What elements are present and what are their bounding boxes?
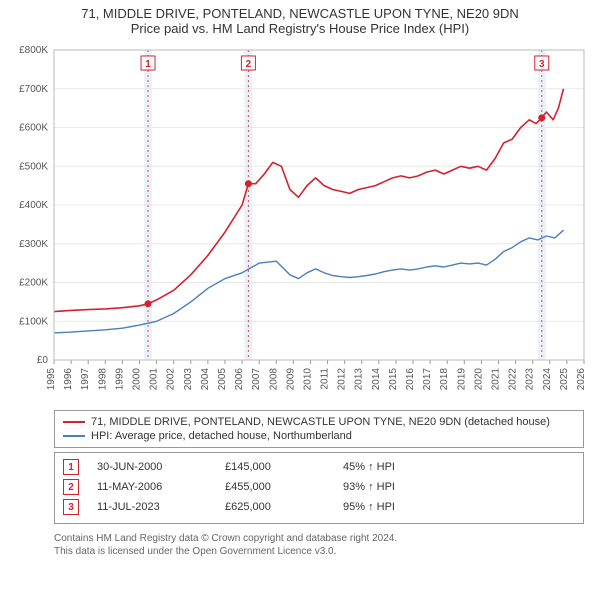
svg-text:1998: 1998 xyxy=(97,368,108,391)
chart-titles: 71, MIDDLE DRIVE, PONTELAND, NEWCASTLE U… xyxy=(0,0,600,38)
svg-text:1999: 1999 xyxy=(114,368,125,391)
svg-text:2005: 2005 xyxy=(217,368,228,391)
svg-text:£500K: £500K xyxy=(19,161,48,172)
svg-text:2022: 2022 xyxy=(508,368,519,391)
svg-text:2016: 2016 xyxy=(405,368,416,391)
svg-text:2006: 2006 xyxy=(234,368,245,391)
chart-plot: £0 £100K £200K £300K £400K £500K £600K £700K £80… xyxy=(0,42,600,404)
svg-text:1: 1 xyxy=(145,59,151,70)
svg-text:2003: 2003 xyxy=(183,368,194,391)
svg-text:2013: 2013 xyxy=(354,368,365,391)
footer-line-1: Contains HM Land Registry data © Crown c… xyxy=(54,532,584,545)
svg-text:1995: 1995 xyxy=(46,368,57,391)
svg-text:£0: £0 xyxy=(37,355,49,366)
svg-text:2002: 2002 xyxy=(166,368,177,391)
svg-text:2021: 2021 xyxy=(491,368,502,391)
svg-text:2000: 2000 xyxy=(131,368,142,391)
svg-text:£200K: £200K xyxy=(19,278,48,289)
svg-text:2018: 2018 xyxy=(439,368,450,391)
chart-title-main: 71, MIDDLE DRIVE, PONTELAND, NEWCASTLE U… xyxy=(10,6,590,21)
legend-swatch-property xyxy=(63,421,85,423)
svg-text:£600K: £600K xyxy=(19,123,48,134)
svg-text:2020: 2020 xyxy=(473,368,484,391)
sale-event-pct: 95% ↑ HPI xyxy=(343,501,575,513)
svg-text:£800K: £800K xyxy=(19,45,48,56)
svg-text:£400K: £400K xyxy=(19,200,48,211)
svg-text:2004: 2004 xyxy=(200,368,211,391)
sale-event-marker: 2 xyxy=(63,479,79,495)
svg-text:2024: 2024 xyxy=(542,368,553,391)
legend-row-property: 71, MIDDLE DRIVE, PONTELAND, NEWCASTLE U… xyxy=(63,415,575,429)
legend-row-hpi: HPI: Average price, detached house, Nort… xyxy=(63,429,575,443)
legend-label-property: 71, MIDDLE DRIVE, PONTELAND, NEWCASTLE U… xyxy=(91,416,550,428)
chart-legend: 71, MIDDLE DRIVE, PONTELAND, NEWCASTLE U… xyxy=(54,410,584,448)
chart-svg: £0 £100K £200K £300K £400K £500K £600K £700K £80… xyxy=(0,42,600,404)
sale-event-pct: 45% ↑ HPI xyxy=(343,461,575,473)
sale-event-row: 3 11-JUL-2023 £625,000 95% ↑ HPI xyxy=(63,497,575,517)
svg-text:2014: 2014 xyxy=(371,368,382,391)
footer-line-2: This data is licensed under the Open Gov… xyxy=(54,545,584,558)
sale-event-price: £625,000 xyxy=(225,501,325,513)
price-chart-container: 71, MIDDLE DRIVE, PONTELAND, NEWCASTLE U… xyxy=(0,0,600,566)
svg-text:1996: 1996 xyxy=(63,368,74,391)
svg-text:2023: 2023 xyxy=(525,368,536,391)
svg-text:2012: 2012 xyxy=(337,368,348,391)
sale-event-marker: 1 xyxy=(63,459,79,475)
sale-event-price: £145,000 xyxy=(225,461,325,473)
svg-text:2011: 2011 xyxy=(320,368,331,390)
svg-text:2001: 2001 xyxy=(149,368,160,391)
svg-text:2007: 2007 xyxy=(251,368,262,391)
sale-event-marker: 3 xyxy=(63,499,79,515)
svg-text:2: 2 xyxy=(246,59,252,70)
svg-text:2019: 2019 xyxy=(456,368,467,391)
chart-footer: Contains HM Land Registry data © Crown c… xyxy=(0,528,600,566)
svg-text:£700K: £700K xyxy=(19,84,48,95)
sale-event-date: 30-JUN-2000 xyxy=(97,461,207,473)
svg-text:£300K: £300K xyxy=(19,239,48,250)
svg-text:1997: 1997 xyxy=(80,368,91,391)
legend-label-hpi: HPI: Average price, detached house, Nort… xyxy=(91,430,352,442)
sale-event-row: 1 30-JUN-2000 £145,000 45% ↑ HPI xyxy=(63,457,575,477)
svg-text:£100K: £100K xyxy=(19,316,48,327)
sale-event-price: £455,000 xyxy=(225,481,325,493)
sale-event-date: 11-MAY-2006 xyxy=(97,481,207,493)
legend-swatch-hpi xyxy=(63,435,85,437)
svg-text:2009: 2009 xyxy=(285,368,296,391)
svg-text:2025: 2025 xyxy=(559,368,570,391)
svg-text:2008: 2008 xyxy=(268,368,279,391)
svg-text:2026: 2026 xyxy=(576,368,587,391)
sale-event-row: 2 11-MAY-2006 £455,000 93% ↑ HPI xyxy=(63,477,575,497)
svg-text:2015: 2015 xyxy=(388,368,399,391)
sale-events-table: 1 30-JUN-2000 £145,000 45% ↑ HPI 2 11-MAY-200… xyxy=(54,452,584,524)
svg-text:3: 3 xyxy=(539,59,545,70)
svg-text:2017: 2017 xyxy=(422,368,433,391)
chart-title-sub: Price paid vs. HM Land Registry's House … xyxy=(10,21,590,36)
svg-text:2010: 2010 xyxy=(302,368,313,391)
sale-event-date: 11-JUL-2023 xyxy=(97,501,207,513)
sale-event-pct: 93% ↑ HPI xyxy=(343,481,575,493)
